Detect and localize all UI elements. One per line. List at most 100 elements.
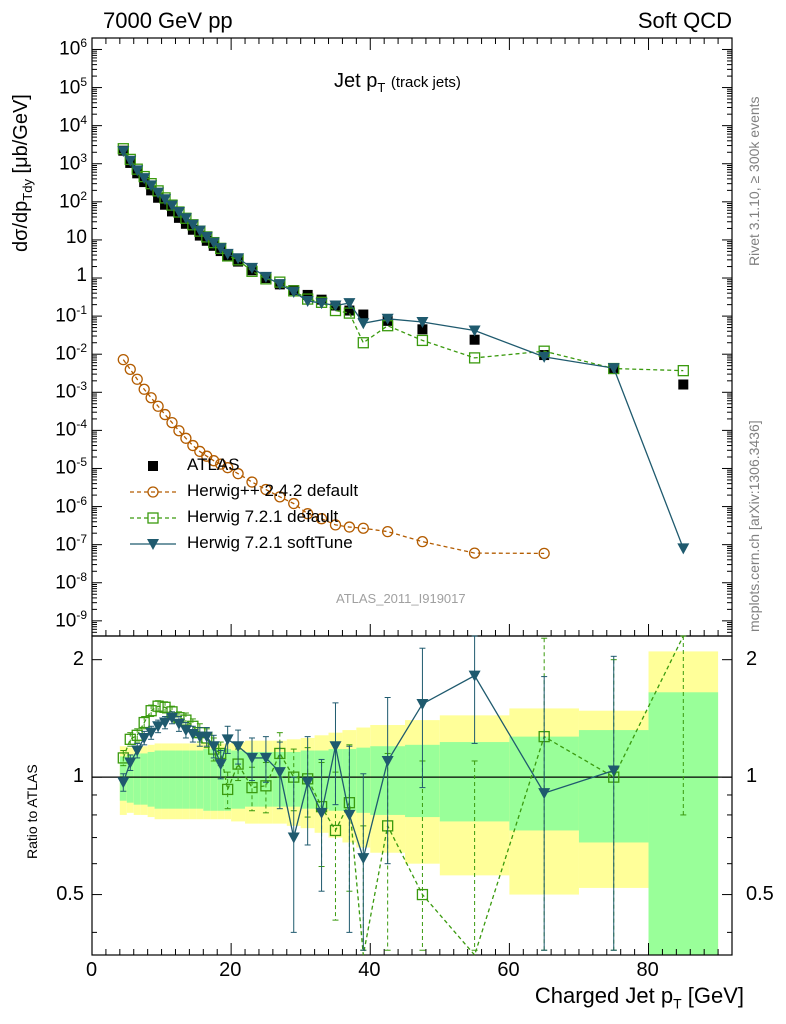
ratio-point [145, 727, 158, 739]
data-point [172, 207, 185, 219]
data-point [469, 334, 480, 345]
green-band [182, 750, 190, 809]
data-point [152, 400, 164, 412]
top-y-label-unit: [μb/GeV] [10, 94, 32, 180]
data-point [131, 373, 143, 385]
data-point [357, 337, 369, 349]
y-tick-label: 106 [59, 36, 87, 60]
ratio-series-1 [117, 635, 620, 951]
x-tick-label: 40 [358, 959, 381, 981]
ratio-point [381, 755, 394, 767]
y-tick-label: 10-9 [55, 607, 87, 632]
x-tick-label: 80 [636, 959, 659, 981]
data-point [607, 363, 620, 375]
data-series [117, 143, 690, 957]
ratio-uncertainty-bands [92, 651, 732, 955]
top-y-label-main: dσ/dp [10, 200, 32, 252]
ratio-point [124, 733, 136, 745]
data-point [344, 305, 355, 316]
data-point [677, 364, 689, 377]
chart-title-sub: T [377, 80, 386, 95]
ratio-point [159, 717, 172, 729]
ratio-point [416, 888, 429, 901]
top-series-1 [117, 353, 550, 560]
y-tick-label: 10-2 [55, 341, 87, 365]
legend-label: Herwig 7.2.1 softTune [187, 533, 353, 552]
data-point [166, 200, 178, 212]
data-point [329, 300, 342, 312]
data-point [166, 416, 178, 429]
data-point [187, 439, 199, 452]
top-series-2 [117, 143, 689, 377]
ratio-point [315, 807, 328, 819]
data-point [343, 298, 356, 310]
series-line [122, 359, 545, 555]
data-point [152, 187, 165, 199]
green-band [189, 750, 197, 809]
legend-marker [147, 486, 159, 498]
ratio-y-axis-label: Ratio to ATLAS [24, 764, 40, 859]
ratio-point [152, 700, 164, 712]
green-band [154, 750, 162, 809]
x-tick-label: 60 [497, 959, 520, 981]
ratio-point [124, 757, 137, 769]
rivet-label: Rivet 3.1.10, ≥ 300k events [746, 96, 762, 266]
data-point [207, 237, 220, 249]
top-series-0 [118, 145, 689, 390]
ratio-point [131, 745, 144, 757]
series-line [122, 148, 684, 372]
data-point [259, 271, 272, 283]
data-point [246, 262, 258, 274]
data-point [416, 334, 429, 347]
data-point [538, 351, 551, 363]
green-band [217, 749, 225, 811]
data-point [382, 525, 394, 538]
y-tick-label: 10-6 [55, 493, 87, 517]
green-band [210, 749, 218, 811]
data-point [179, 213, 192, 225]
data-point [260, 483, 272, 496]
data-point [468, 325, 481, 337]
data-point [221, 248, 234, 260]
data-point [117, 146, 130, 158]
ratio-point [172, 718, 185, 730]
data-point [138, 173, 151, 185]
ratio-point [468, 670, 481, 682]
data-point [538, 547, 550, 560]
data-point [138, 383, 150, 395]
ratio-y-tick-label: 1 [72, 765, 84, 788]
y-tick-label: 1 [76, 265, 87, 287]
ratio-y-tick-label: 2 [72, 647, 84, 670]
ratio-point [138, 716, 150, 729]
data-point [124, 155, 137, 167]
ratio-point [152, 721, 165, 733]
data-point [246, 476, 258, 488]
data-point [159, 408, 171, 421]
data-point [232, 253, 245, 265]
legend [130, 461, 176, 550]
top-series-3 [117, 146, 690, 555]
y-tick-label: 103 [59, 150, 87, 175]
data-point [145, 180, 158, 192]
green-band [126, 754, 134, 803]
data-point [417, 324, 428, 335]
data-point [315, 513, 328, 525]
data-point [124, 363, 136, 376]
ratio-point [207, 741, 220, 753]
green-band [161, 750, 169, 809]
data-point [678, 379, 689, 390]
ratio-y-tick-label-right: 1 [746, 765, 758, 788]
data-point [159, 194, 172, 206]
ratio-point [607, 765, 620, 777]
y-tick-label: 10 [65, 226, 87, 248]
ratio-y-tick-label: 0.5 [56, 882, 84, 905]
x-tick-label: 20 [219, 959, 242, 981]
legend-label: Herwig++ 2.4.2 default [187, 481, 359, 500]
y-tick-label: 10-4 [55, 417, 87, 441]
x-label-sub: T [673, 995, 682, 1012]
data-point [287, 286, 300, 298]
data-point [358, 309, 369, 320]
legend-label: Herwig 7.2.1 default [187, 507, 339, 526]
data-point [274, 491, 286, 503]
chart-title: Jet pT (track jets) [334, 70, 461, 95]
